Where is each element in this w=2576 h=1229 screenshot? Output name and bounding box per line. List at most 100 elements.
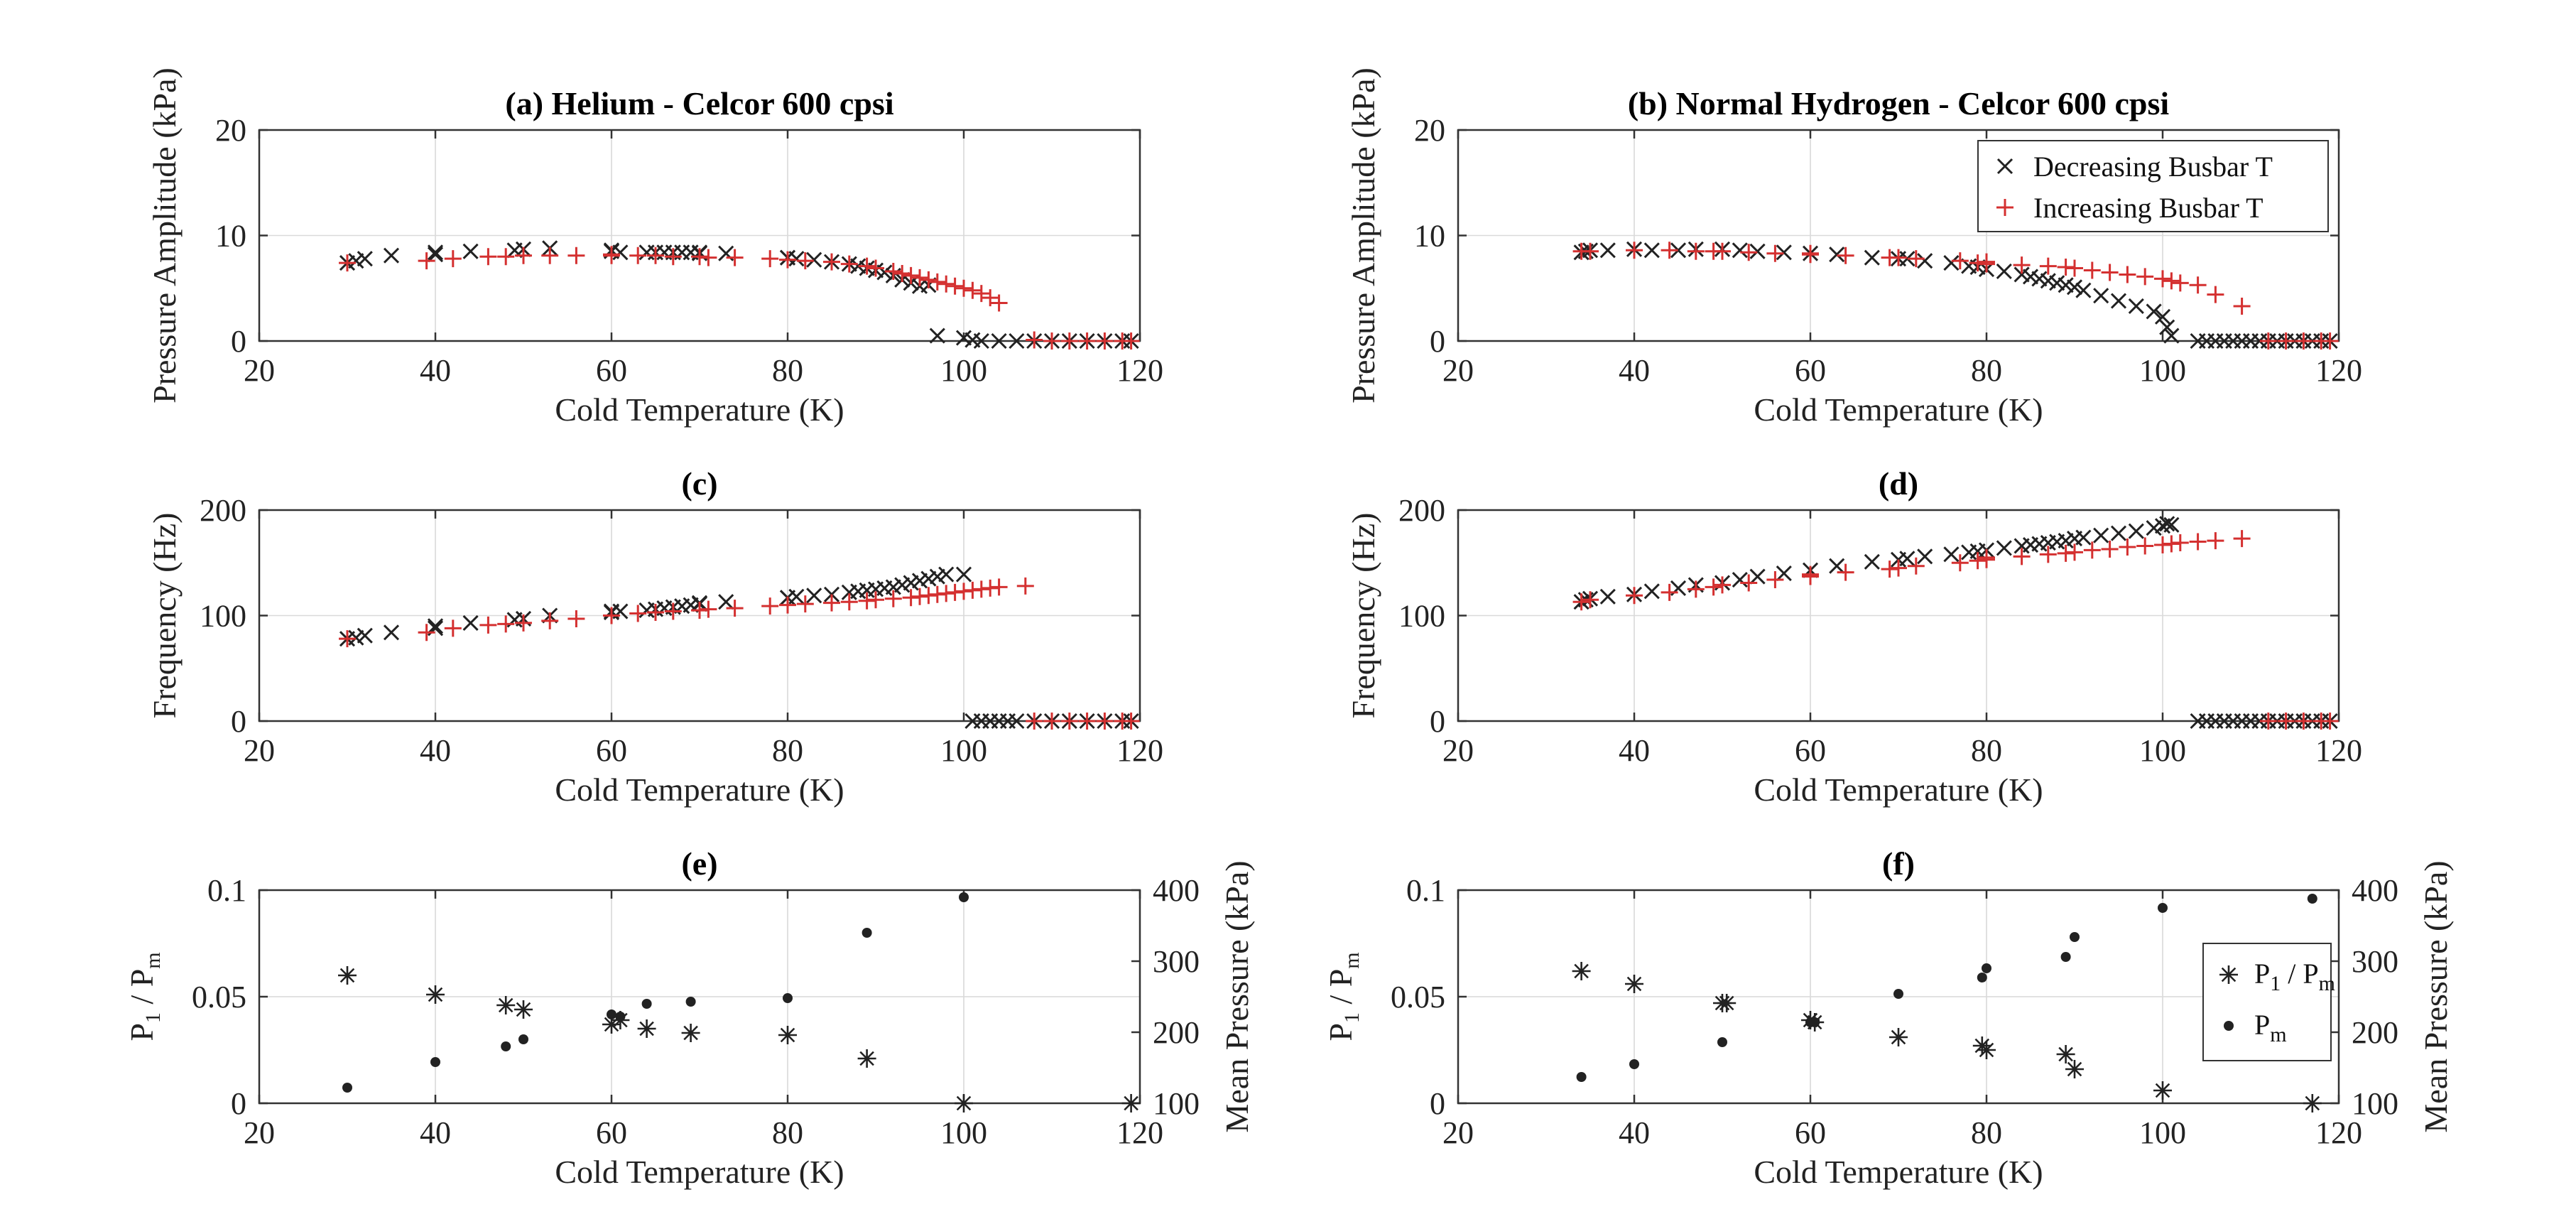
x-tick-label: 20: [1442, 733, 1474, 768]
data-point: [1096, 713, 1114, 730]
data-point: [982, 289, 999, 307]
data-point: [1917, 253, 1933, 269]
panel-c: 20 40 60 80 100 120 0 100 200 (c) Cold Temperature…: [146, 465, 1163, 808]
data-point: [867, 591, 884, 609]
data-point: [2189, 533, 2207, 551]
data-point: [1078, 332, 1096, 350]
data-point: [2039, 546, 2057, 563]
y-tick-label: 10: [215, 219, 246, 254]
data-point: [1978, 255, 1995, 273]
data-point: [2207, 532, 2224, 550]
data-point: [1122, 713, 1140, 730]
x-tick-label: 40: [1619, 353, 1650, 388]
data-point: [884, 262, 902, 280]
y-right-tick-label: 300: [2352, 944, 2398, 979]
data-point: [911, 269, 928, 286]
panel-d: 20 40 60 80 100 120 0 100 200 (d) Cold Temperature…: [1345, 465, 2362, 808]
data-point: [840, 255, 858, 273]
data-point: [1943, 255, 1960, 271]
data-point: [1837, 563, 1854, 581]
data-point: [2066, 259, 2083, 277]
y-axis-label-left: P1 / Pm: [1322, 952, 1364, 1041]
data-point: [1996, 263, 2012, 280]
data-point: [2295, 332, 2313, 350]
data-point: [2163, 272, 2180, 290]
legend-label-increasing: Increasing Busbar T: [2033, 192, 2263, 224]
data-point: [357, 251, 373, 267]
data-point: [1626, 587, 1643, 605]
data-point: [761, 250, 779, 268]
data-point: [1096, 332, 1114, 350]
data-point: [2171, 534, 2189, 552]
data-point: [2083, 261, 2101, 279]
x-tick-label: 120: [1116, 353, 1163, 388]
mean-pressure-point: [518, 1034, 528, 1044]
legend-marker-decreasing: [1996, 158, 2013, 175]
data-point: [339, 254, 356, 272]
data-point: [955, 566, 972, 583]
data-point: [990, 294, 1008, 312]
data-point: [726, 249, 744, 266]
data-point: [1951, 252, 1969, 270]
data-point: [1776, 565, 1792, 582]
panel-e: 20 40 60 80 100 12000.050.1100200300400(e)Col…: [124, 845, 1255, 1190]
data-point: [427, 247, 444, 263]
data-point: [497, 615, 515, 633]
x-axis-label: Cold Temperature (K): [1754, 391, 2043, 428]
data-point: [1802, 565, 1819, 583]
panel-title: (e): [681, 845, 717, 882]
y-right-tick-label: 100: [1153, 1086, 1200, 1121]
legend: P1 / Pm Pm: [2202, 943, 2335, 1061]
y-tick-label: 0: [231, 1086, 246, 1121]
mean-pressure-point: [1977, 973, 1987, 982]
mean-pressure-point: [685, 997, 696, 1007]
ratio-point: [857, 1049, 876, 1068]
data-point: [1740, 574, 1758, 592]
panel-a: 20 40 60 80 100 120 0 10 20 (a) Helium - Celcor 6…: [146, 67, 1163, 428]
x-axis-label: Cold Temperature (K): [555, 1154, 844, 1190]
ratio-point: [1121, 1094, 1141, 1112]
data-point: [700, 600, 717, 618]
data-point: [858, 257, 876, 275]
data-point: [383, 624, 400, 641]
x-tick-label: 100: [940, 1115, 987, 1150]
x-tick-label: 120: [1116, 733, 1163, 768]
data-point: [779, 596, 796, 614]
data-point: [1060, 332, 1078, 350]
series-mean-pressure: [342, 892, 969, 1093]
mean-pressure-point: [1893, 989, 1903, 999]
data-point: [1043, 332, 1060, 350]
x-tick-label: 100: [940, 733, 987, 768]
data-point: [1951, 554, 1969, 572]
data-point: [929, 327, 945, 344]
data-point: [1749, 568, 1766, 585]
x-tick-label: 20: [244, 733, 275, 768]
data-point: [1643, 583, 1660, 600]
mean-pressure-point: [342, 1083, 352, 1093]
data-point: [884, 590, 902, 607]
data-point: [2321, 713, 2339, 730]
y-axis-label: Frequency (Hz): [146, 513, 183, 719]
series-decreasing: [339, 566, 1139, 730]
data-point: [2189, 276, 2207, 294]
series-increasing: [1572, 242, 2339, 350]
series-decreasing: [339, 240, 1139, 350]
data-point: [2110, 525, 2127, 541]
data-point: [2110, 293, 2127, 309]
data-point: [1043, 713, 1060, 730]
mean-pressure-point: [2070, 932, 2080, 942]
data-point: [718, 594, 734, 610]
data-point: [2075, 529, 2092, 546]
data-point: [2083, 541, 2101, 559]
ratio-point: [1977, 1041, 1996, 1059]
data-point: [427, 244, 444, 261]
data-point: [2146, 303, 2162, 320]
mean-pressure-point: [501, 1041, 511, 1051]
x-axis-label: Cold Temperature (K): [555, 771, 844, 808]
data-point: [972, 285, 990, 303]
mean-pressure-point: [430, 1057, 440, 1067]
data-point: [2233, 530, 2251, 548]
x-axis-label: Cold Temperature (K): [1754, 1154, 2043, 1190]
